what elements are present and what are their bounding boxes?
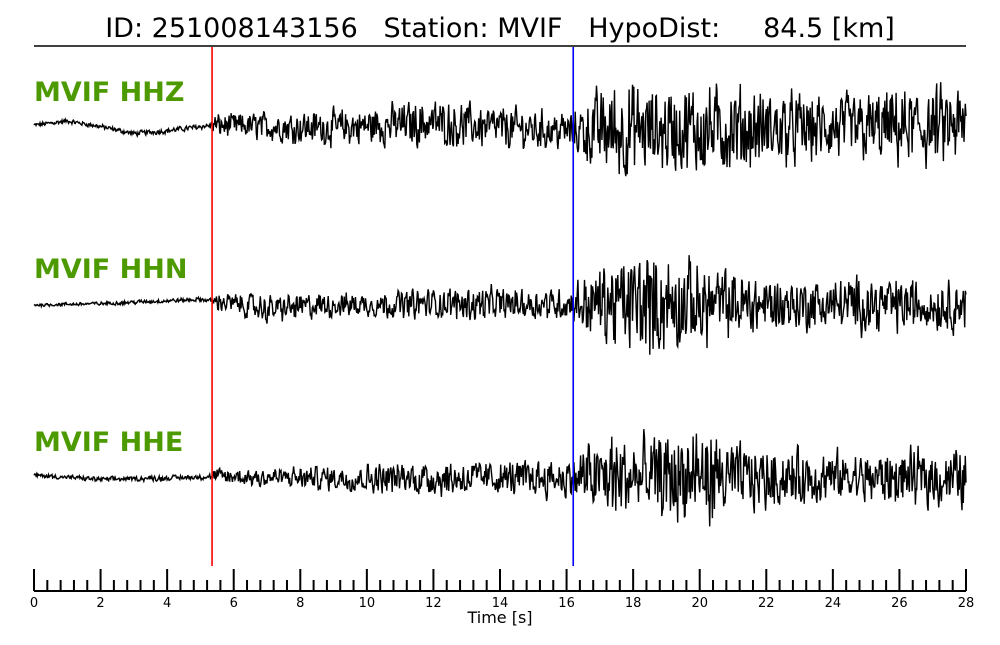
x-tick-label: 26: [891, 596, 908, 611]
trace-label-mvif-hhz: MVIF HHZ: [34, 77, 184, 108]
x-tick-label: 2: [96, 596, 104, 611]
x-tick-label: 18: [625, 596, 642, 611]
x-tick-label: 28: [958, 596, 975, 611]
x-tick-label: 0: [30, 596, 38, 611]
trace-labels: MVIF HHZ MVIF HHN MVIF HHE: [34, 77, 187, 458]
x-tick-label: 14: [492, 596, 509, 611]
x-tick-label: 12: [425, 596, 442, 611]
x-tick-label: 4: [163, 596, 171, 611]
trace-line-mvif-hhe: [33, 429, 967, 527]
x-tick-label: 22: [758, 596, 775, 611]
chart-title: ID: 251008143156 Station: MVIF HypoDist:…: [105, 13, 895, 44]
x-axis: 0 2 4 6 8 10 12 14 16 18 20 22 24 26 28: [30, 569, 974, 611]
trace-label-mvif-hhn: MVIF HHN: [34, 254, 187, 285]
trace-label-mvif-hhe: MVIF HHE: [34, 427, 183, 458]
trace-line-mvif-hhz: [33, 82, 967, 177]
x-tick-label: 16: [558, 596, 575, 611]
x-tick-label: 8: [296, 596, 304, 611]
traces-group: [33, 82, 967, 527]
x-axis-label: Time [s]: [466, 608, 532, 627]
x-tick-label: 10: [359, 596, 376, 611]
trace-line-mvif-hhn: [33, 255, 967, 355]
x-tick-label: 24: [825, 596, 842, 611]
phase-picks: [211, 47, 575, 566]
x-tick-label: 20: [691, 596, 708, 611]
x-tick-label: 6: [230, 596, 238, 611]
